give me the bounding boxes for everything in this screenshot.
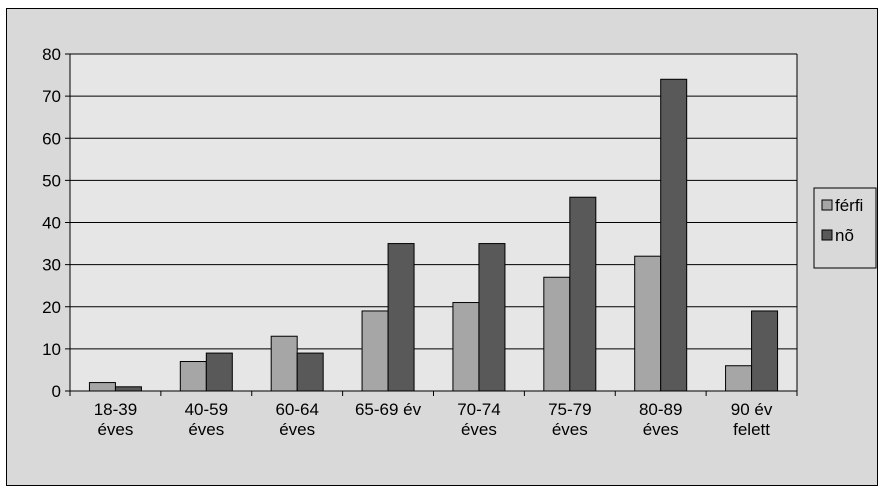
legend-label: nõ — [835, 226, 854, 245]
legend-swatch-férfi — [821, 199, 833, 211]
legend-label: férfi — [835, 196, 863, 215]
y-tick-label: 0 — [52, 382, 61, 401]
bar-férfi-1 — [179, 361, 207, 392]
x-tick-label: 90 év felett — [731, 400, 773, 439]
bar-férfi-6 — [634, 255, 662, 392]
bar-nõ-1 — [205, 352, 233, 392]
y-tick-label: 10 — [42, 340, 61, 359]
bar-nõ-2 — [296, 352, 324, 392]
x-tick-label: 60-64 éves — [275, 400, 318, 439]
bar-férfi-5 — [543, 276, 571, 392]
bar-férfi-7 — [725, 365, 753, 392]
bar-nõ-3 — [387, 243, 415, 392]
bar-férfi-0 — [88, 382, 116, 392]
bar-nõ-4 — [478, 243, 506, 392]
bar-nõ-0 — [114, 386, 142, 392]
y-tick-label: 50 — [42, 171, 61, 190]
x-tick-label: 75-79 éves — [548, 400, 591, 439]
bar-nõ-5 — [569, 196, 597, 392]
y-tick-label: 30 — [42, 256, 61, 275]
bar-férfi-2 — [270, 335, 298, 392]
y-tick-label: 20 — [42, 298, 61, 317]
bar-férfi-3 — [361, 310, 389, 392]
x-tick-label: 70-74 éves — [457, 400, 500, 439]
y-tick-label: 70 — [42, 87, 61, 106]
bar-nõ-7 — [751, 310, 779, 392]
y-tick-label: 60 — [42, 129, 61, 148]
bar-férfi-4 — [452, 302, 480, 392]
bar-nõ-6 — [660, 78, 688, 392]
y-tick-label: 80 — [42, 45, 61, 64]
x-tick-label: 18-39 éves — [94, 400, 137, 439]
x-tick-label: 65-69 év — [355, 400, 422, 419]
y-tick-label: 40 — [42, 214, 61, 233]
x-tick-label: 40-59 éves — [185, 400, 228, 439]
legend-swatch-nõ — [821, 229, 833, 241]
x-tick-label: 80-89 éves — [639, 400, 682, 439]
